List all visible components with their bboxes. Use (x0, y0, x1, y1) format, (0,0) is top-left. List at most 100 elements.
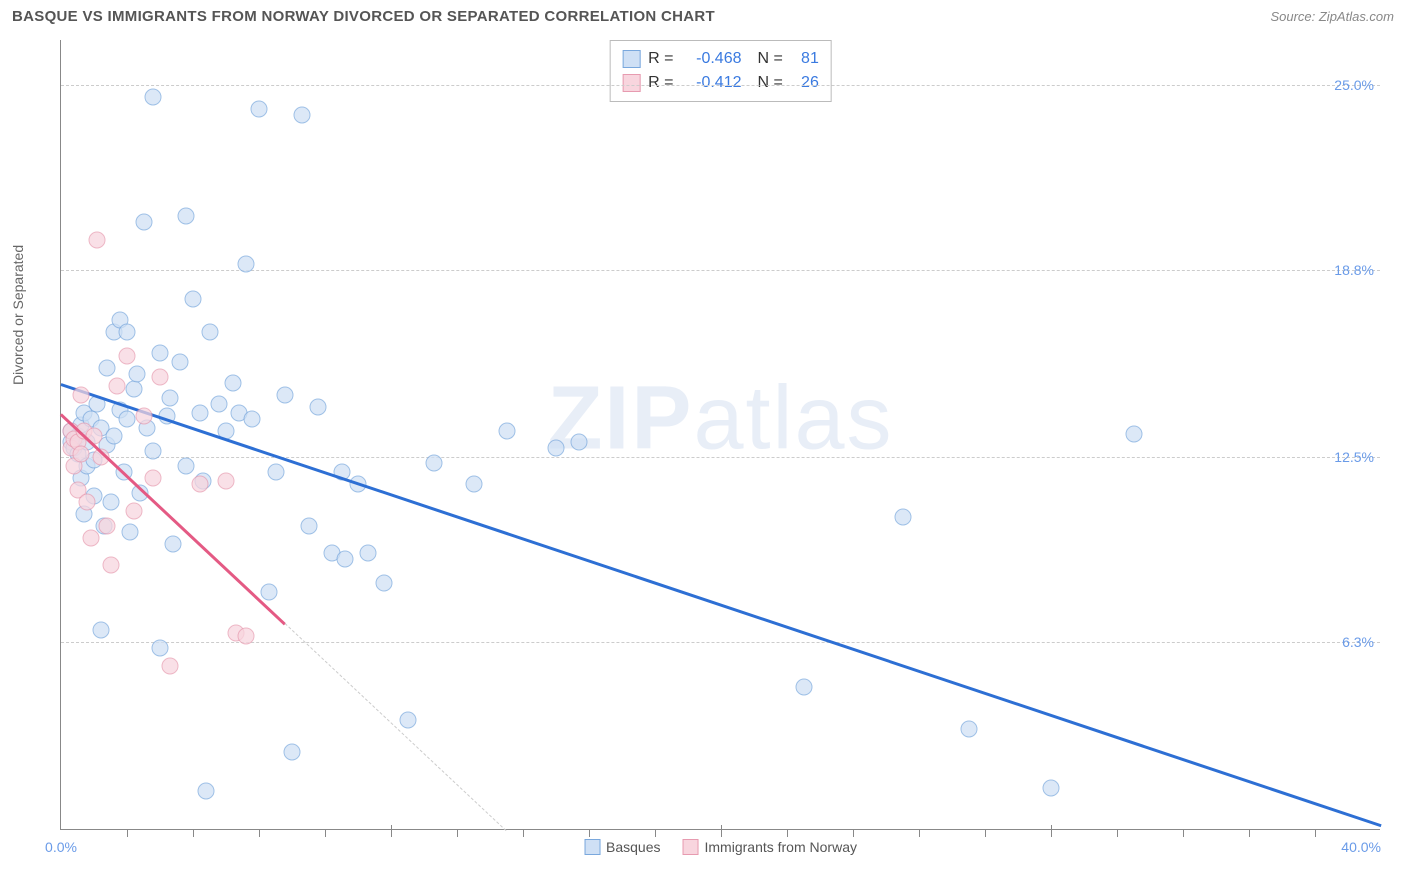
data-point (161, 389, 178, 406)
data-point (178, 458, 195, 475)
data-point (1043, 780, 1060, 797)
legend-item: Basques (584, 839, 660, 855)
data-point (425, 455, 442, 472)
data-point (122, 523, 139, 540)
data-point (894, 508, 911, 525)
data-point (310, 398, 327, 415)
xtick (1183, 829, 1184, 837)
xtick (721, 825, 722, 837)
data-point (135, 213, 152, 230)
xtick (1117, 829, 1118, 837)
data-point (178, 207, 195, 224)
xtick (655, 829, 656, 837)
xtick (325, 829, 326, 837)
n-value: 26 (791, 71, 819, 95)
data-point (465, 476, 482, 493)
data-point (1125, 425, 1142, 442)
data-point (145, 88, 162, 105)
n-label: N = (758, 71, 783, 95)
data-point (224, 374, 241, 391)
legend-swatch (584, 839, 600, 855)
data-point (109, 377, 126, 394)
data-point (125, 380, 142, 397)
data-point (293, 106, 310, 123)
xtick (193, 829, 194, 837)
legend-swatch (622, 50, 640, 68)
data-point (237, 628, 254, 645)
data-point (960, 720, 977, 737)
xtick (457, 829, 458, 837)
legend-swatch (683, 839, 699, 855)
data-point (336, 550, 353, 567)
data-point (795, 678, 812, 695)
data-point (152, 345, 169, 362)
data-point (244, 410, 261, 427)
data-point (82, 529, 99, 546)
data-point (102, 556, 119, 573)
r-label: R = (648, 47, 673, 71)
data-point (86, 428, 103, 445)
data-point (571, 434, 588, 451)
data-point (198, 783, 215, 800)
data-point (376, 574, 393, 591)
gridline (61, 642, 1380, 643)
n-label: N = (758, 47, 783, 71)
xtick (985, 829, 986, 837)
xtick (589, 829, 590, 837)
legend-label: Basques (606, 839, 660, 855)
data-point (99, 517, 116, 534)
data-point (119, 348, 136, 365)
xtick (523, 829, 524, 837)
data-point (171, 353, 188, 370)
xtick-label-max: 40.0% (1341, 839, 1381, 855)
data-point (79, 494, 96, 511)
data-point (99, 359, 116, 376)
ytick-label: 25.0% (1334, 77, 1374, 93)
page-title: BASQUE VS IMMIGRANTS FROM NORWAY DIVORCE… (12, 8, 715, 25)
data-point (89, 231, 106, 248)
data-point (119, 324, 136, 341)
ytick-label: 12.5% (1334, 449, 1374, 465)
r-value: -0.412 (682, 71, 742, 95)
xtick (391, 825, 392, 837)
data-point (267, 464, 284, 481)
xtick (919, 829, 920, 837)
data-point (498, 422, 515, 439)
gridline (61, 85, 1380, 86)
legend-swatch (622, 74, 640, 92)
watermark: ZIPatlas (547, 367, 893, 470)
ytick-label: 18.8% (1334, 262, 1374, 278)
data-point (218, 473, 235, 490)
data-point (237, 255, 254, 272)
data-point (119, 410, 136, 427)
legend-stat-row: R =-0.468N =81 (622, 47, 819, 71)
data-point (128, 365, 145, 382)
data-point (152, 640, 169, 657)
data-point (152, 368, 169, 385)
legend-series: Basques Immigrants from Norway (584, 839, 857, 855)
legend-stat-row: R = -0.412 N = 26 (622, 71, 819, 95)
data-point (201, 324, 218, 341)
data-point (145, 470, 162, 487)
data-point (185, 291, 202, 308)
xtick-label-min: 0.0% (45, 839, 77, 855)
data-point (284, 744, 301, 761)
data-point (72, 386, 89, 403)
legend-item: Immigrants from Norway (683, 839, 857, 855)
data-point (211, 395, 228, 412)
data-point (548, 440, 565, 457)
data-point (161, 658, 178, 675)
data-point (145, 443, 162, 460)
data-point (105, 428, 122, 445)
y-axis-label: Divorced or Separated (10, 245, 26, 385)
r-value: -0.468 (682, 47, 742, 71)
data-point (125, 503, 142, 520)
r-label: R = (648, 71, 673, 95)
xtick (127, 829, 128, 837)
data-point (399, 711, 416, 728)
data-point (359, 544, 376, 561)
gridline (61, 457, 1380, 458)
xtick (787, 829, 788, 837)
data-point (191, 404, 208, 421)
data-point (72, 446, 89, 463)
